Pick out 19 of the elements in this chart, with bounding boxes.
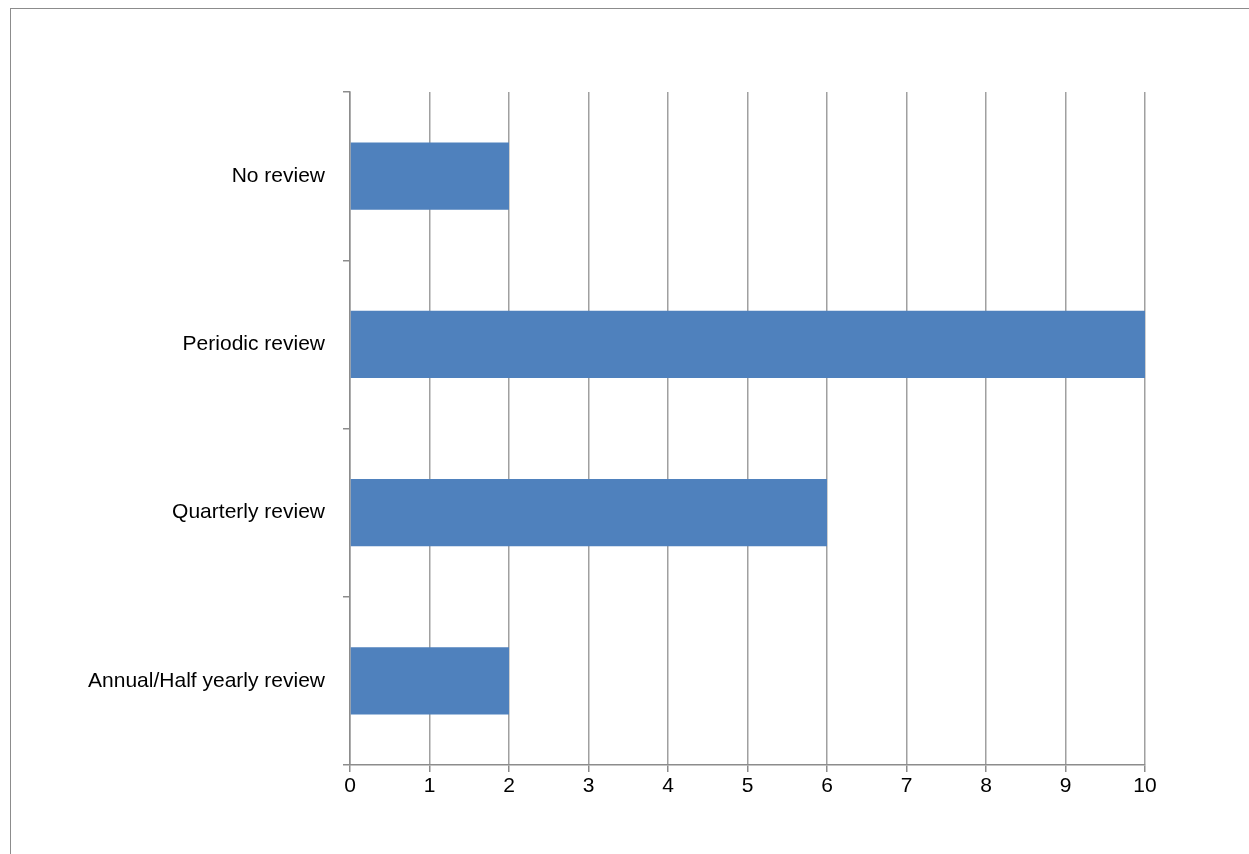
y-tick-label: No review — [231, 162, 326, 186]
x-tick-label: 3 — [582, 773, 595, 797]
x-tick-label: 6 — [821, 773, 833, 797]
x-tick-label: 2 — [503, 773, 515, 797]
bar — [350, 478, 827, 547]
bar — [350, 310, 1145, 379]
x-tick-label: 8 — [980, 773, 992, 797]
x-tick-label: 5 — [741, 773, 754, 797]
x-tick-label: 9 — [1059, 773, 1072, 797]
x-tick-label: 7 — [900, 773, 913, 797]
y-tick-label: Annual/Half yearly review — [88, 667, 326, 691]
bar — [350, 647, 509, 715]
x-tick-label: 4 — [662, 773, 675, 797]
y-tick-label: Periodic review — [182, 331, 326, 355]
x-tick-label: 10 — [1133, 773, 1157, 797]
y-tick-label: Quarterly review — [172, 499, 326, 523]
x-tick-label: 0 — [344, 773, 356, 797]
x-tick-label: 1 — [423, 773, 436, 797]
bar — [350, 142, 509, 210]
